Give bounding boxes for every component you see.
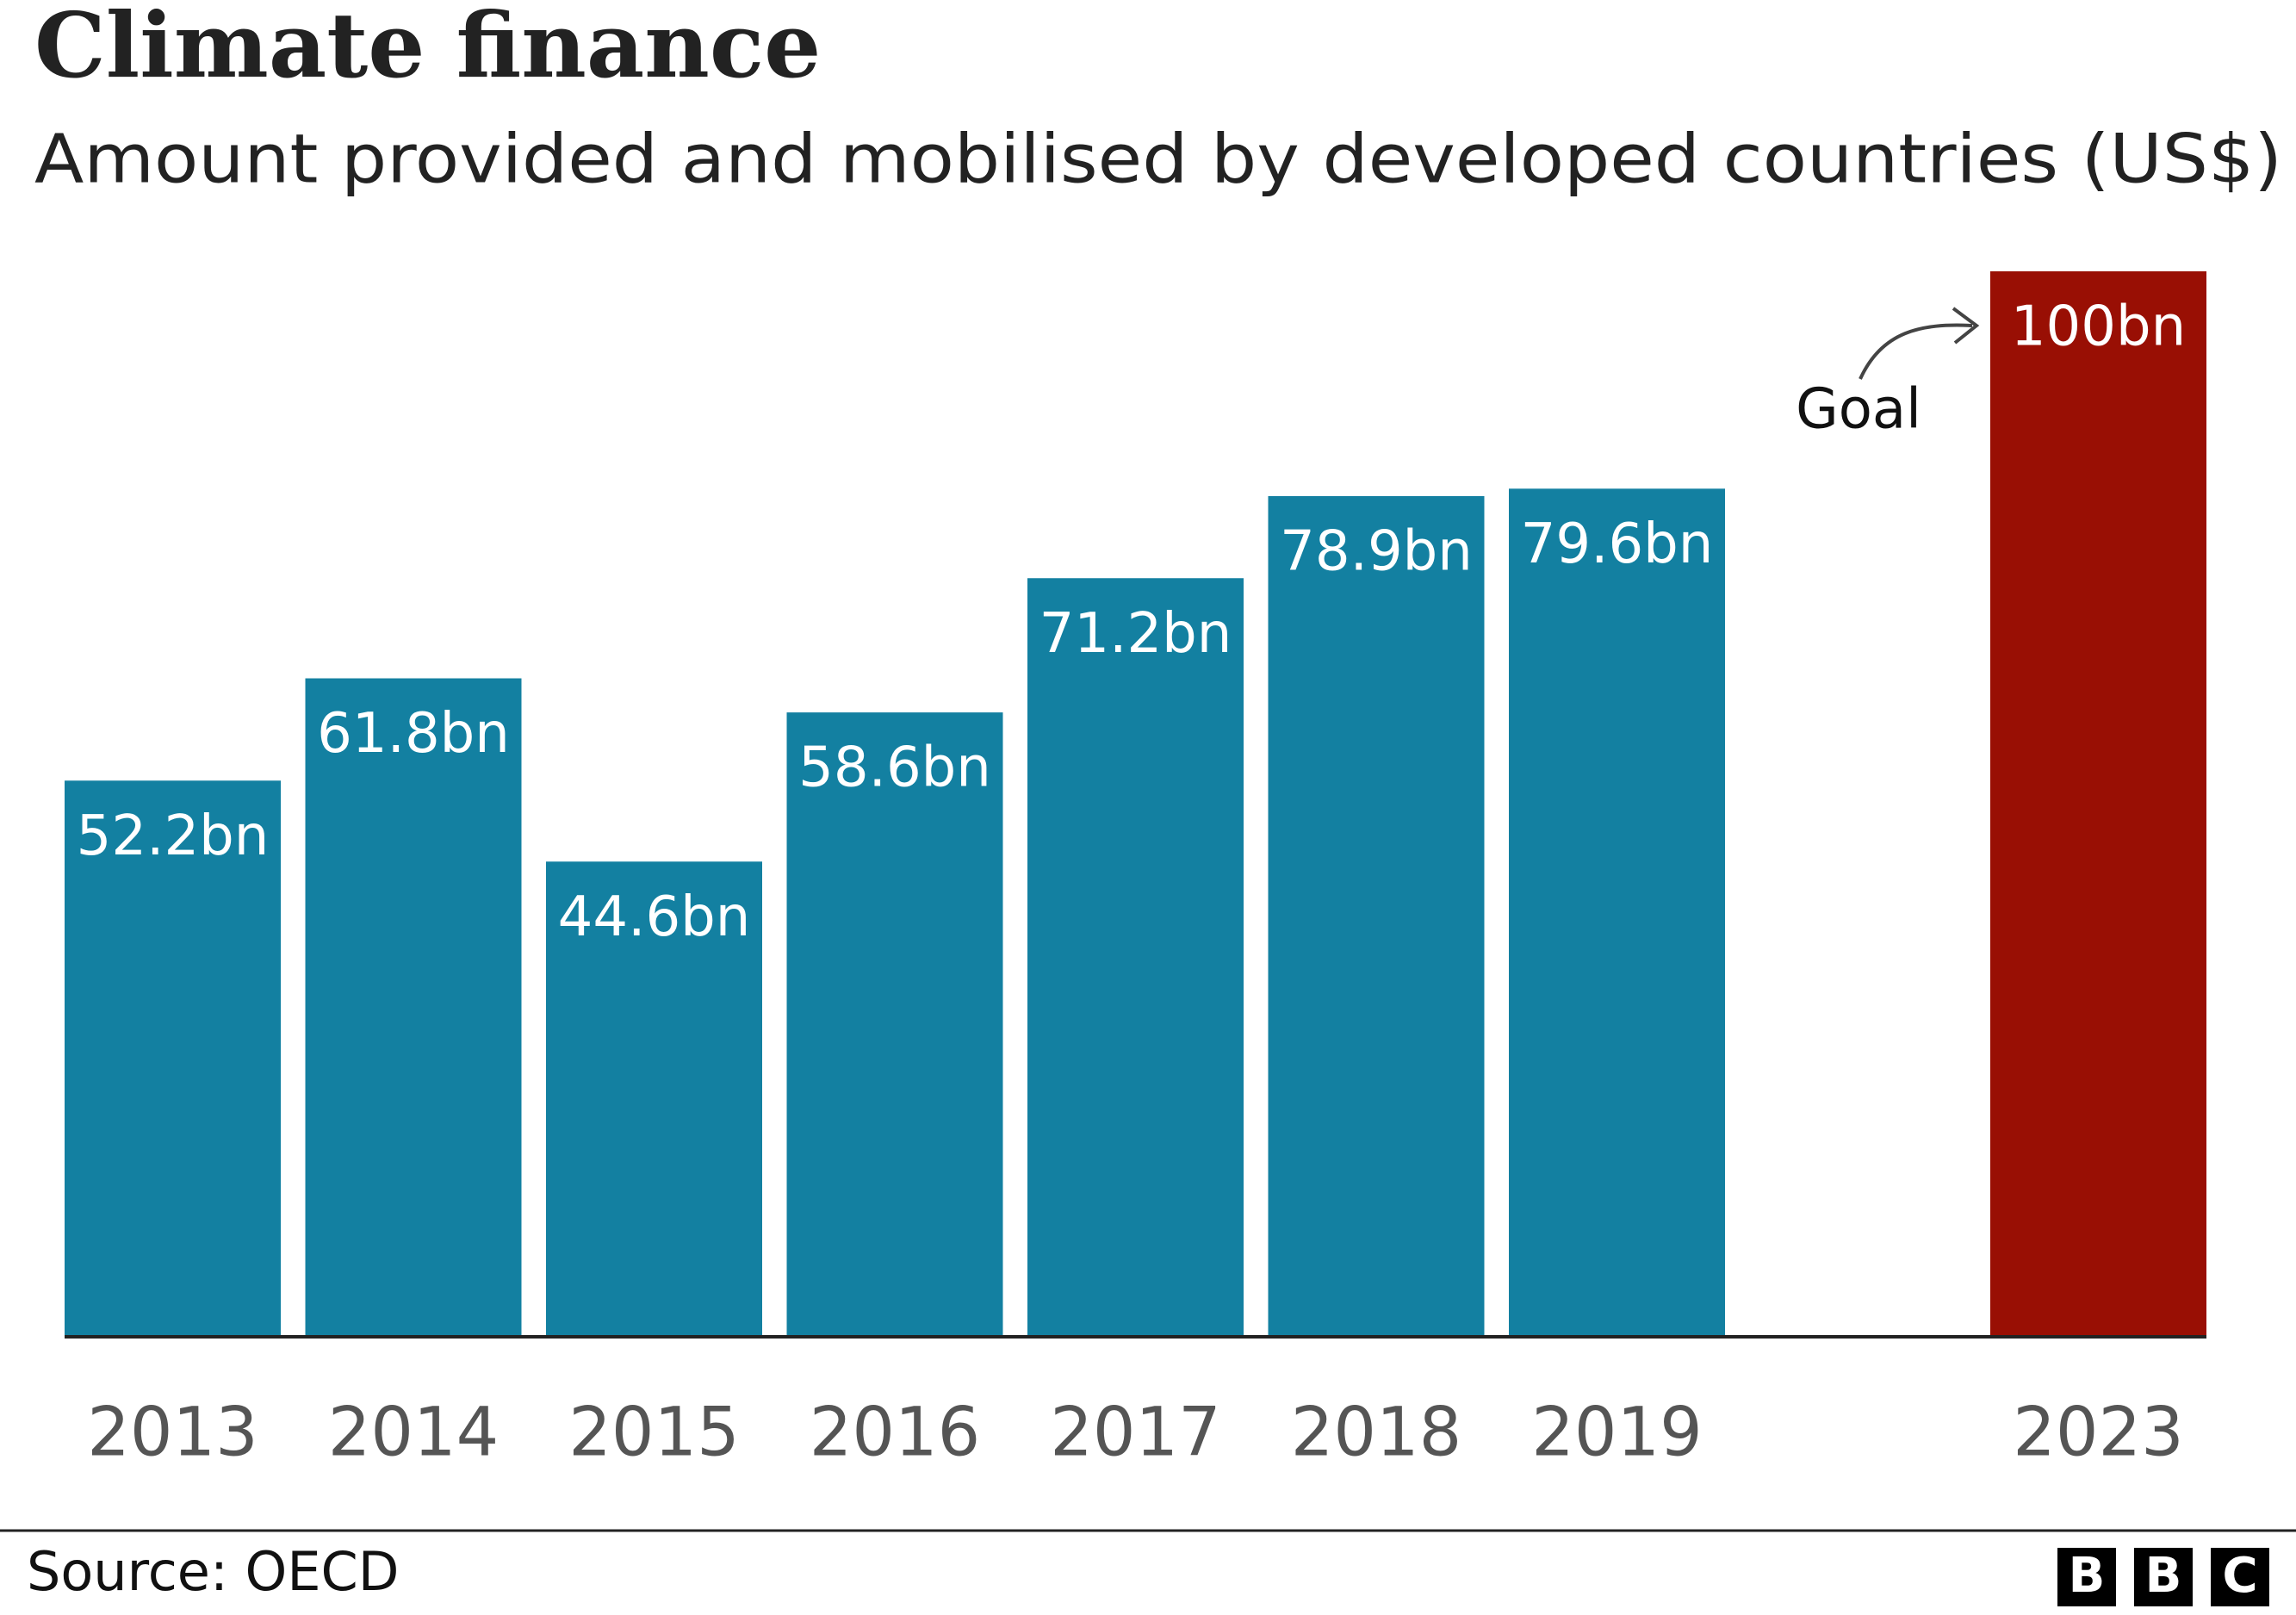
value-label: 44.6bn [558,885,751,949]
bar [786,712,1003,1337]
bar [305,678,522,1337]
x-tick-label: 2016 [810,1394,981,1471]
logo-box [2057,1548,2116,1606]
value-label: 52.2bn [77,804,270,868]
value-label: 71.2bn [1039,602,1232,666]
bar [1268,496,1485,1337]
x-tick-label: 2023 [2013,1394,2184,1471]
value-label: 61.8bn [317,702,510,766]
bar [1509,488,1725,1337]
x-tick-label: 2013 [87,1394,258,1471]
value-label: 79.6bn [1521,512,1714,576]
logo-box [2211,1548,2269,1606]
x-tick-label: 2019 [1531,1394,1703,1471]
annotation-arrowhead [1952,307,1980,345]
annotation: Goal [1796,378,1921,442]
source: Source: OECD [27,1540,400,1603]
chart-subtitle: Amount provided and mobilised by develop… [34,121,2282,198]
logo-letter: C [2222,1548,2257,1604]
bar [1027,578,1244,1337]
logo-box [2134,1548,2193,1606]
x-tick-label: 2015 [568,1394,740,1471]
value-label: 78.9bn [1280,520,1473,584]
bar [1990,271,2206,1337]
bar [546,861,762,1337]
logo-letter: B [2069,1548,2106,1604]
x-tick-label: 2018 [1291,1394,1462,1471]
logo-letter: B [2145,1548,2182,1604]
bar [65,780,281,1337]
x-tick-label: 2014 [328,1394,500,1471]
annotation-arrow [1859,323,1973,380]
value-label: 100bn [2011,295,2186,359]
value-label: 58.6bn [798,736,991,800]
x-tick-label: 2017 [1050,1394,1221,1471]
chart-title: Climate finance [34,0,821,98]
